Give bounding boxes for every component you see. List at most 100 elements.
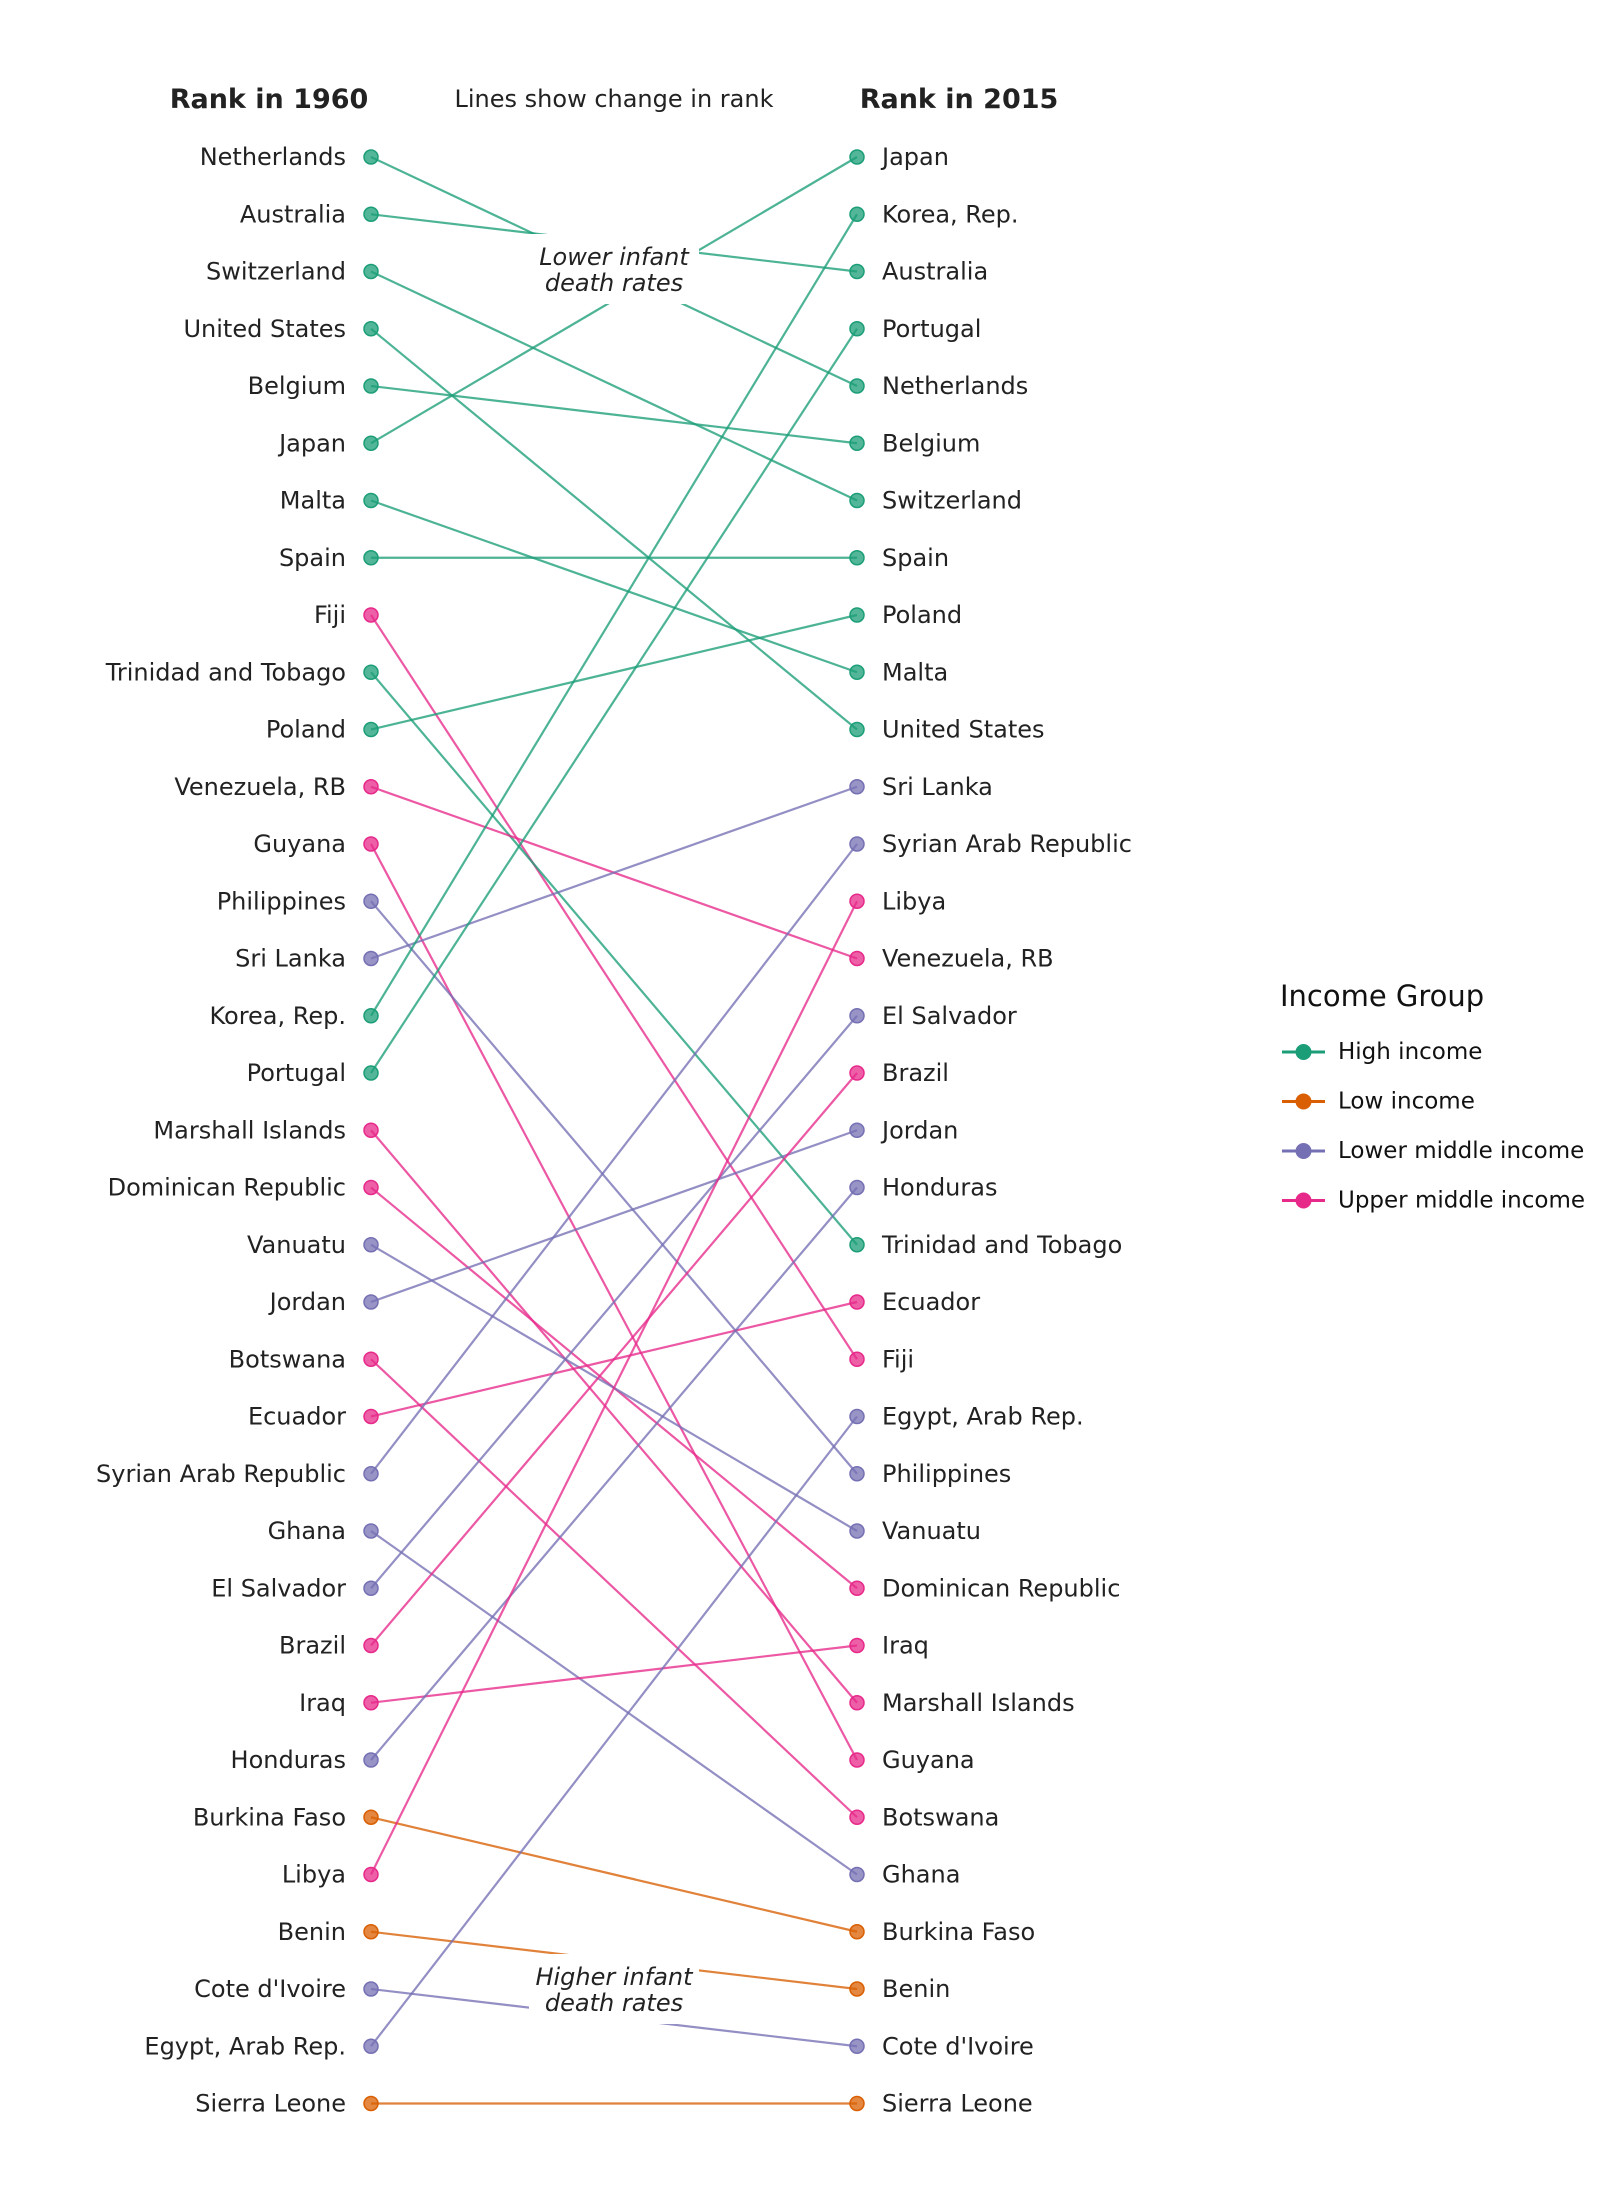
label-2015-honduras: Honduras bbox=[882, 1174, 997, 1202]
point-1960-japan bbox=[363, 435, 379, 451]
legend-marker-low-income bbox=[1295, 1093, 1312, 1110]
point-1960-honduras bbox=[363, 1752, 379, 1768]
point-1960-poland bbox=[363, 721, 379, 738]
point-1960-venezuela-rb bbox=[363, 779, 379, 795]
point-1960-ghana bbox=[363, 1523, 379, 1539]
label-2015-australia: Australia bbox=[882, 258, 988, 286]
point-2015-philippines bbox=[849, 1466, 865, 1482]
label-2015-guyana: Guyana bbox=[882, 1746, 975, 1774]
legend-marker-lower-middle-income bbox=[1295, 1143, 1312, 1159]
slope-line-poland bbox=[370, 613, 858, 731]
label-2015-portugal: Portugal bbox=[882, 315, 981, 343]
slope-line-libya bbox=[370, 900, 858, 1875]
point-2015-dominican-republic bbox=[849, 1580, 865, 1596]
label-1960-jordan: Jordan bbox=[268, 1288, 346, 1316]
label-2015-philippines: Philippines bbox=[882, 1460, 1011, 1488]
point-1960-switzerland bbox=[363, 263, 379, 280]
point-2015-fiji bbox=[849, 1351, 865, 1367]
annotation-lower-infant-death-rates-line-2: death rates bbox=[545, 269, 683, 297]
slope-line-portugal bbox=[370, 328, 858, 1074]
point-1960-malta bbox=[363, 492, 379, 509]
slope-line-jordan bbox=[370, 1129, 858, 1304]
point-1960-sri-lanka bbox=[363, 950, 379, 967]
point-1960-egypt-arab-rep bbox=[363, 2038, 379, 2054]
point-1960-portugal bbox=[363, 1065, 379, 1081]
label-2015-libya: Libya bbox=[882, 887, 946, 915]
annotation-lower-infant-death-rates-background bbox=[529, 234, 699, 304]
point-1960-philippines bbox=[363, 893, 379, 909]
right-column-header: Rank in 2015 bbox=[860, 84, 1059, 115]
point-2015-spain bbox=[849, 550, 865, 566]
label-1960-venezuela-rb: Venezuela, RB bbox=[174, 773, 346, 801]
point-2015-libya bbox=[849, 893, 865, 909]
point-2015-burkina-faso bbox=[849, 1924, 865, 1940]
label-2015-belgium: Belgium bbox=[882, 429, 980, 457]
label-1960-portugal: Portugal bbox=[247, 1059, 346, 1087]
label-2015-sierra-leone: Sierra Leone bbox=[882, 2090, 1033, 2118]
label-1960-korea-rep: Korea, Rep. bbox=[209, 1002, 346, 1030]
label-1960-belgium: Belgium bbox=[248, 372, 346, 400]
label-1960-poland: Poland bbox=[266, 716, 346, 744]
point-1960-benin bbox=[363, 1924, 379, 1940]
point-1960-korea-rep bbox=[363, 1008, 379, 1024]
legend-title: Income Group bbox=[1280, 979, 1484, 1013]
label-1960-ghana: Ghana bbox=[268, 1517, 346, 1545]
slope-line-egypt-arab-rep bbox=[370, 1415, 858, 2047]
point-2015-malta bbox=[849, 664, 865, 680]
point-2015-honduras bbox=[849, 1179, 865, 1196]
slope-line-honduras bbox=[370, 1186, 858, 1761]
label-2015-japan: Japan bbox=[880, 143, 949, 171]
label-2015-egypt-arab-rep: Egypt, Arab Rep. bbox=[882, 1403, 1084, 1431]
point-2015-cote-d-ivoire bbox=[849, 2038, 865, 2054]
point-1960-guyana bbox=[363, 836, 379, 852]
point-1960-iraq bbox=[363, 1695, 379, 1711]
label-2015-trinidad-and-tobago: Trinidad and Tobago bbox=[881, 1231, 1122, 1259]
label-2015-spain: Spain bbox=[882, 544, 949, 572]
slope-line-united-states bbox=[370, 327, 858, 731]
legend-items: High income Low income Lower middle income… bbox=[1282, 1039, 1585, 1214]
label-2015-iraq: Iraq bbox=[882, 1632, 929, 1660]
label-2015-venezuela-rb: Venezuela, RB bbox=[882, 945, 1054, 973]
slope-line-burkina-faso bbox=[370, 1816, 858, 1933]
label-2015-ghana: Ghana bbox=[882, 1861, 960, 1889]
slope-line-ghana bbox=[370, 1530, 858, 1876]
point-1960-brazil bbox=[363, 1637, 379, 1654]
point-1960-sierra-leone bbox=[363, 2095, 379, 2112]
label-2015-korea-rep: Korea, Rep. bbox=[882, 200, 1019, 228]
point-2015-botswana bbox=[849, 1809, 865, 1825]
point-2015-egypt-arab-rep bbox=[849, 1408, 865, 1425]
label-2015-sri-lanka: Sri Lanka bbox=[882, 773, 993, 801]
annotation-higher-infant-death-rates-background bbox=[529, 1954, 699, 2024]
point-2015-ghana bbox=[849, 1866, 865, 1883]
point-1960-el-salvador bbox=[363, 1580, 379, 1596]
point-1960-burkina-faso bbox=[363, 1809, 379, 1825]
slope-line-el-salvador bbox=[370, 1015, 858, 1589]
point-2015-ecuador bbox=[849, 1294, 865, 1310]
label-1960-marshall-islands: Marshall Islands bbox=[153, 1116, 346, 1144]
slope-points bbox=[363, 149, 865, 2112]
label-2015-poland: Poland bbox=[882, 601, 962, 629]
legend: Income Group High income Low income Lower … bbox=[1280, 979, 1585, 1214]
point-1960-netherlands bbox=[363, 149, 379, 165]
point-1960-australia bbox=[363, 206, 379, 222]
annotation-higher-infant-death-rates-line-1: Higher infant bbox=[535, 1963, 694, 1991]
point-2015-netherlands bbox=[849, 378, 865, 394]
slope-line-sri-lanka bbox=[370, 785, 858, 960]
annotation-higher-infant-death-rates-line-2: death rates bbox=[545, 1989, 683, 2017]
legend-item-lower-middle-income: Lower middle income bbox=[1282, 1138, 1584, 1164]
label-2015-united-states: United States bbox=[882, 716, 1045, 744]
label-2015-cote-d-ivoire: Cote d'Ivoire bbox=[882, 2032, 1034, 2060]
point-2015-japan bbox=[849, 149, 865, 165]
label-1960-benin: Benin bbox=[278, 1918, 346, 1946]
label-1960-guyana: Guyana bbox=[253, 830, 346, 858]
point-2015-korea-rep bbox=[849, 206, 865, 222]
chart-subtitle: Lines show change in rank bbox=[455, 85, 774, 113]
legend-label-lower-middle-income: Lower middle income bbox=[1338, 1138, 1584, 1164]
label-1960-dominican-republic: Dominican Republic bbox=[108, 1174, 346, 1202]
label-1960-burkina-faso: Burkina Faso bbox=[193, 1803, 346, 1831]
point-1960-trinidad-and-tobago bbox=[363, 664, 379, 680]
label-1960-botswana: Botswana bbox=[229, 1345, 346, 1373]
label-1960-honduras: Honduras bbox=[231, 1746, 346, 1774]
